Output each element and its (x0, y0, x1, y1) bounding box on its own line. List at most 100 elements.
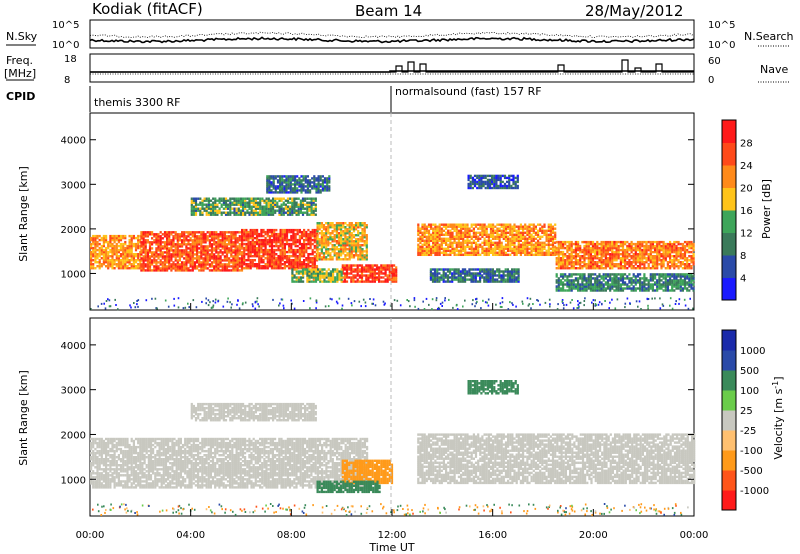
heatmap-cell (294, 244, 297, 248)
heatmap-cell (215, 243, 218, 246)
heatmap-cell (153, 269, 156, 272)
heatmap-cell (293, 211, 296, 214)
heatmap-cell (423, 225, 426, 228)
heatmap-cell (449, 245, 452, 249)
heatmap-cell (113, 261, 116, 264)
heatmap-cell (219, 245, 222, 248)
heatmap-cell (587, 250, 590, 254)
heatmap-cell (421, 235, 424, 239)
heatmap-cell (621, 257, 625, 260)
heatmap-cell (181, 249, 184, 252)
heatmap-cell (249, 259, 252, 262)
heatmap-cell (166, 247, 169, 250)
heatmap-cell (314, 199, 317, 202)
heatmap-cell (466, 272, 469, 275)
heatmap-cell (126, 265, 129, 268)
heatmap-cell (336, 270, 339, 273)
heatmap-cell (557, 281, 560, 284)
heatmap-cell (328, 175, 331, 178)
heatmap-cell (314, 209, 317, 212)
heatmap-cell (320, 234, 323, 237)
heatmap-cell (554, 247, 557, 251)
heatmap-cell (244, 197, 247, 200)
heatmap-cell (318, 238, 321, 241)
heatmap-cell (574, 250, 577, 254)
heatmap-cell (350, 242, 353, 245)
heatmap-cell (522, 241, 525, 245)
heatmap-cell (294, 257, 297, 260)
heatmap-cell (449, 280, 452, 283)
heatmap-cell (249, 253, 252, 256)
heatmap-cell (268, 234, 271, 238)
heatmap-cell (496, 233, 499, 237)
heatmap-cell (321, 187, 324, 190)
heatmap-cell (217, 255, 220, 258)
heatmap-cell (423, 231, 426, 235)
heatmap-cell (365, 252, 368, 255)
heatmap-cell (96, 248, 99, 252)
heatmap-cell (654, 265, 657, 268)
heatmap-cell (268, 250, 271, 254)
heatmap-cell (189, 237, 192, 240)
heatmap-cell (360, 280, 364, 283)
heatmap-cell (124, 253, 127, 256)
heatmap-cell (243, 238, 246, 242)
heatmap-cell (209, 199, 213, 202)
heatmap-cell (317, 268, 320, 271)
heatmap-cell (464, 231, 467, 235)
heatmap-cell (481, 231, 484, 235)
heatmap-cell (485, 251, 488, 255)
heatmap-cell (139, 234, 142, 238)
heatmap-cell (241, 265, 244, 268)
heatmap-cell (204, 249, 207, 252)
heatmap-cell (215, 247, 218, 250)
heatmap-cell (246, 211, 249, 214)
heatmap-cell (140, 241, 143, 244)
heatmap-cell (90, 261, 93, 264)
heatmap-cell (447, 225, 450, 228)
heatmap-cell (464, 253, 467, 257)
heatmap-cell (275, 259, 278, 262)
heatmap-cell (504, 243, 508, 247)
heatmap-cell (279, 189, 282, 192)
heatmap-cell (243, 255, 246, 258)
heatmap-cell (651, 250, 654, 254)
heatmap-cell (596, 265, 599, 268)
heatmap-cell (492, 241, 495, 245)
heatmap-cell (692, 248, 695, 252)
heatmap-cell (671, 248, 674, 252)
heatmap-cell (273, 244, 276, 248)
heatmap-cell (268, 265, 271, 268)
heatmap-cell (500, 276, 503, 279)
heatmap-cell (547, 247, 550, 251)
heatmap-cell (313, 244, 316, 248)
heatmap-cell (289, 185, 292, 188)
heatmap-cell (124, 261, 127, 264)
heatmap-cell (119, 259, 123, 262)
heatmap-cell (245, 242, 248, 246)
heatmap-cell (313, 255, 316, 258)
heatmap-cell (574, 246, 577, 250)
heatmap-cell (417, 249, 420, 253)
heatmap-cell (363, 274, 366, 277)
heatmap-cell (320, 252, 323, 255)
heatmap-cell (322, 246, 326, 249)
heatmap-cell (509, 247, 512, 251)
heatmap-cell (302, 268, 305, 271)
heatmap-cell (107, 259, 110, 262)
heatmap-cell (541, 251, 544, 255)
heatmap-cell (470, 276, 473, 279)
heatmap-cell (210, 249, 214, 252)
heatmap-cell (442, 223, 445, 226)
heatmap-cell (92, 250, 95, 254)
heatmap-cell (591, 244, 595, 248)
heatmap-cell (285, 181, 288, 184)
heatmap-cell (122, 244, 125, 248)
heatmap-cell (223, 247, 226, 250)
heatmap-cell (504, 223, 508, 226)
heatmap-cell (654, 267, 657, 270)
heatmap-cell (245, 259, 248, 262)
heatmap-cell (148, 245, 152, 248)
heatmap-cell (269, 209, 272, 212)
heatmap-cell (460, 227, 463, 230)
